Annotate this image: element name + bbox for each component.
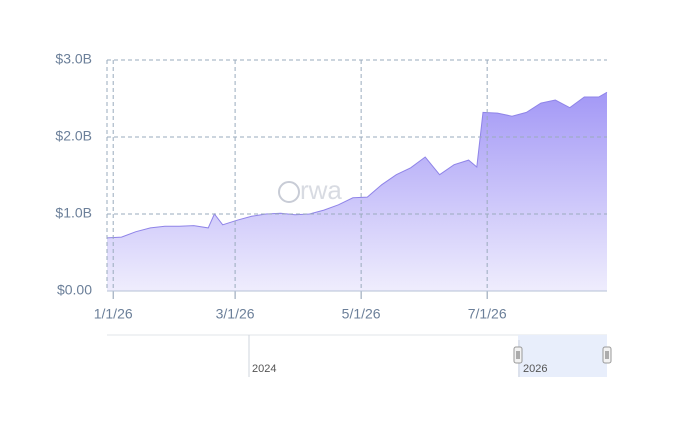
y-tick-label: $3.0B xyxy=(55,51,92,67)
navigator-selection xyxy=(518,335,607,377)
watermark-icon xyxy=(278,181,300,203)
watermark: rwa xyxy=(300,175,342,205)
y-tick-label: $0.00 xyxy=(57,282,92,298)
navigator-label: 2026 xyxy=(523,363,547,375)
x-tick-label: 5/1/26 xyxy=(342,306,381,322)
y-tick-label: $1.0B xyxy=(55,205,92,221)
navigator: 2024 2026 xyxy=(107,334,612,377)
navigator-label: 2024 xyxy=(252,363,276,375)
x-tick-label: 1/1/26 xyxy=(94,306,133,322)
y-tick-label: $2.0B xyxy=(55,128,92,144)
area-fill xyxy=(107,92,607,291)
area-line xyxy=(106,91,608,239)
navigator-handle xyxy=(513,346,523,364)
x-tick-label: 7/1/26 xyxy=(468,306,507,322)
x-tick-label: 3/1/26 xyxy=(216,306,255,322)
navigator-handle xyxy=(602,346,612,364)
